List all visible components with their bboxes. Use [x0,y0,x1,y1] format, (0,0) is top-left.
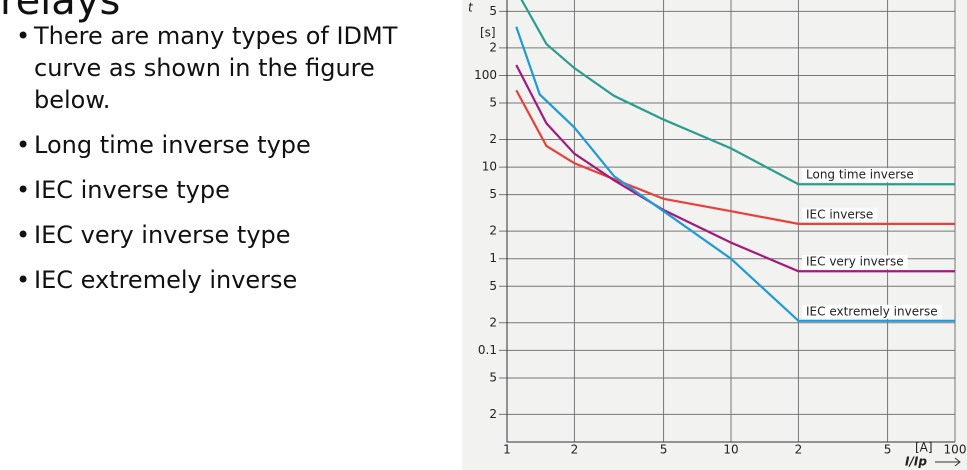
legend-box [802,255,908,270]
bullet: Long time inverse type [8,129,428,161]
axes [506,0,955,443]
bullet: There are many types of IDMT curve as sh… [8,20,428,116]
y-tick-label: 5 [489,187,497,201]
x-label: I/Ip [905,455,927,469]
bullet: IEC very inverse type [8,219,428,251]
x-tick-label: 10 [723,443,738,457]
y-label: t [468,1,474,15]
x-tick-label: 100 [944,443,967,457]
x-tick-label: 5 [660,443,668,457]
legend-box [802,207,878,222]
legend-box [802,168,918,183]
y-tick-label: 100 [474,68,497,82]
x-arrow [935,457,961,467]
y-tick-label: 2 [489,407,497,421]
bullet-list: There are many types of IDMT curve as sh… [8,20,428,309]
bullet: IEC inverse type [8,174,428,206]
legend-label: Long time inverse [806,168,914,182]
y-tick-label: 5 [489,279,497,293]
legend-box [802,304,942,319]
y-tick-label: 5 [489,370,497,384]
x-unit: [A] [915,441,933,455]
y-tick-label: 2 [489,315,497,329]
y-tick-label: 2 [489,132,497,146]
bullet: IEC extremely inverse [8,264,428,296]
curve [515,64,955,273]
x-tick-label: 5 [884,443,892,457]
y-tick-label: 10 [482,160,497,174]
x-tick-label: 2 [795,443,803,457]
y-tick-label: 2 [489,40,497,54]
y-tick-label: 1 [489,251,497,265]
y-tick-label: 5 [489,96,497,110]
y-tick-label: 5 [489,4,497,18]
legend-label: IEC very inverse [806,255,904,269]
curve [520,0,955,186]
x-tick-label: 1 [503,443,511,457]
curve [515,26,955,322]
x-tick-label: 2 [571,443,579,457]
legend-label: IEC inverse [806,207,873,221]
legend-label: IEC extremely inverse [806,304,938,318]
y-unit: [s] [480,26,496,40]
y-tick-label: 2 [489,224,497,238]
y-tick-label: 0.1 [478,343,497,357]
curve [515,89,955,225]
